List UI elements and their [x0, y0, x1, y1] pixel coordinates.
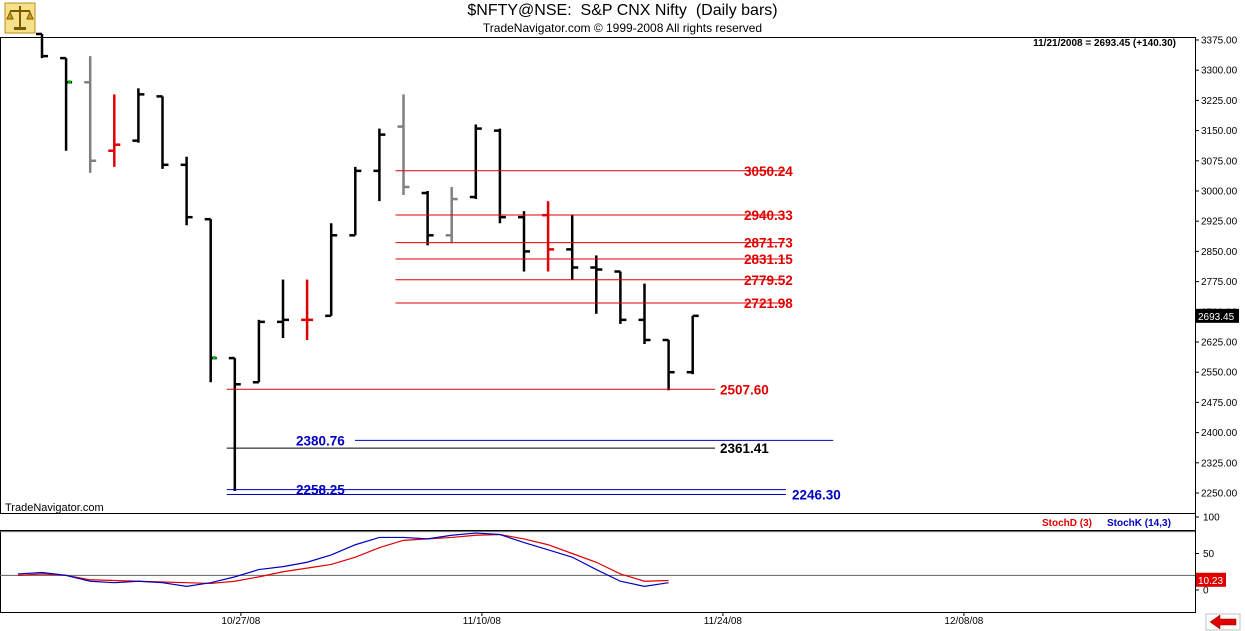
stochd-line — [17, 533, 669, 585]
price-level-label: 2361.41 — [720, 441, 769, 456]
ohlc-bar — [662, 338, 675, 391]
price-panel-frame — [0, 37, 1196, 514]
stoch-y-tick-label: 50 — [1203, 549, 1215, 560]
price-y-tick-label: 2550.00 — [1201, 368, 1238, 379]
signal-marker — [68, 80, 72, 84]
price-readout: 11/21/2008 = 2693.45 (+140.30) — [1033, 38, 1176, 49]
signal-marker — [212, 356, 216, 360]
price-y-tick-label: 2475.00 — [1201, 398, 1238, 409]
stochk-line — [17, 532, 669, 587]
ohlc-bar — [180, 156, 193, 226]
price-axis-background — [1196, 37, 1245, 612]
ohlc-bar — [493, 128, 506, 224]
ohlc-bar — [542, 201, 555, 272]
ohlc-bar — [686, 314, 699, 375]
price-level-label: 2871.73 — [744, 236, 793, 251]
price-y-tick-label: 3300.00 — [1201, 66, 1238, 77]
stoch-y-tick-label: 100 — [1203, 513, 1220, 524]
price-level-label: 2380.76 — [296, 433, 345, 448]
ohlc-bar — [373, 128, 386, 202]
ohlc-bar — [301, 279, 314, 340]
nav-arrow-shape — [1209, 614, 1237, 630]
price-level-label: 2831.15 — [744, 252, 793, 267]
ohlc-bar — [132, 88, 145, 143]
ohlc-bar — [349, 166, 362, 237]
price-level-label: 2258.25 — [296, 483, 345, 498]
ohlc-bar — [397, 94, 410, 196]
ohlc-bar — [277, 279, 289, 338]
x-tick-label: 10/27/08 — [221, 616, 260, 627]
legend-stochk: StochK (14,3) — [1107, 518, 1171, 529]
price-level-label: 2721.98 — [744, 296, 793, 311]
ohlc-bar — [638, 283, 651, 345]
stoch-panel-frame — [0, 530, 1196, 613]
ohlc-bar — [228, 356, 241, 491]
price-level-label: 3050.24 — [744, 164, 793, 179]
price-y-tick-label: 2775.00 — [1201, 277, 1238, 288]
x-tick-label: 11/24/08 — [704, 616, 743, 627]
x-tick-label: 12/08/08 — [944, 616, 983, 627]
price-level-label: 2507.60 — [720, 382, 769, 397]
last-price-label: 2693.45 — [1198, 312, 1235, 323]
ohlc-bar — [108, 94, 121, 167]
watermark: TradeNavigator.com — [5, 502, 104, 514]
price-level-label: 2246.30 — [792, 487, 841, 502]
red-left-arrow-icon[interactable] — [1205, 613, 1241, 631]
x-tick-label: 11/10/08 — [463, 616, 502, 627]
chart-subtitle: TradeNavigator.com © 1999-2008 All right… — [482, 21, 763, 35]
ohlc-bar — [566, 215, 579, 280]
stoch-y-tick-label: 0 — [1203, 586, 1209, 597]
price-y-tick-label: 2250.00 — [1201, 489, 1238, 500]
ohlc-bar — [325, 223, 338, 318]
price-y-tick-label: 2400.00 — [1201, 428, 1238, 439]
chart-header: $NFTY@NSE: S&P CNX Nifty (Daily bars) Tr… — [0, 0, 1245, 37]
ohlc-bar — [421, 191, 434, 246]
price-level-label: 2779.52 — [744, 273, 793, 288]
price-y-tick-label: 3225.00 — [1201, 96, 1238, 107]
price-y-tick-label: 3000.00 — [1201, 187, 1238, 198]
ohlc-bar — [252, 319, 265, 384]
price-level-label: 2940.33 — [744, 208, 793, 223]
stoch-value-label: 10.23 — [1198, 576, 1223, 587]
price-y-tick-label: 3375.00 — [1201, 36, 1238, 47]
ohlc-bar — [518, 211, 530, 272]
price-y-tick-label: 2625.00 — [1201, 338, 1238, 349]
stoch-value-tag — [1196, 572, 1226, 587]
chart-title: $NFTY@NSE: S&P CNX Nifty (Daily bars) — [467, 2, 778, 19]
last-price-tag — [1196, 308, 1239, 323]
ohlc-bar — [36, 32, 48, 59]
trade-navigator-scales-icon[interactable] — [4, 2, 36, 34]
price-y-tick-label: 2850.00 — [1201, 247, 1238, 258]
price-y-tick-label: 3075.00 — [1201, 156, 1238, 167]
ohlc-bar — [469, 124, 482, 200]
price-y-tick-label: 2325.00 — [1201, 458, 1238, 469]
ohlc-bar — [60, 56, 73, 151]
ohlc-bar — [84, 56, 97, 173]
price-y-tick-label: 2925.00 — [1201, 217, 1238, 228]
price-y-tick-label: 3150.00 — [1201, 126, 1238, 137]
ohlc-bar — [156, 95, 169, 169]
legend-stochd: StochD (3) — [1042, 518, 1092, 529]
ohlc-bar — [590, 255, 603, 314]
